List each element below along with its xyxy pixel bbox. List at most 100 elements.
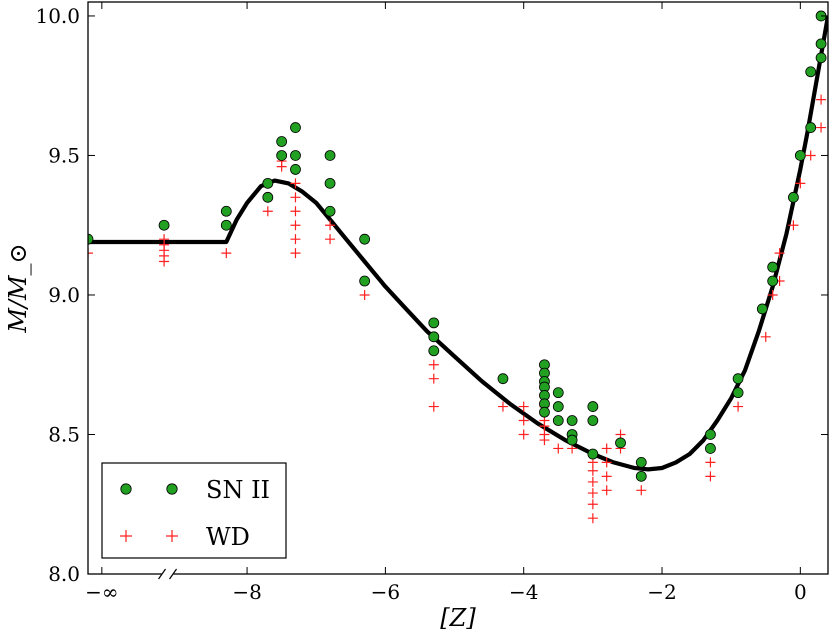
plot-content bbox=[88, 10, 828, 524]
snii-point bbox=[552, 415, 564, 426]
wd-point bbox=[705, 457, 716, 468]
snii-point bbox=[497, 373, 509, 385]
wd-point bbox=[816, 94, 827, 105]
wd-point bbox=[601, 443, 612, 454]
wd-point bbox=[428, 359, 439, 370]
wd-point bbox=[587, 465, 598, 476]
wd-point bbox=[587, 513, 598, 524]
snii-point bbox=[732, 373, 744, 385]
snii-point bbox=[635, 470, 647, 482]
snii-point bbox=[767, 275, 779, 287]
snii-point bbox=[262, 191, 274, 203]
axis-break-slash bbox=[158, 568, 167, 580]
axis-break-slash bbox=[169, 568, 178, 580]
wd-point bbox=[262, 206, 273, 217]
snii-point bbox=[359, 275, 371, 287]
snii-point bbox=[788, 191, 799, 203]
wd-point bbox=[325, 234, 336, 245]
snii-point bbox=[705, 429, 716, 440]
wd-point bbox=[816, 122, 827, 133]
wd-point bbox=[290, 178, 301, 189]
x-tick-label: 0 bbox=[794, 580, 807, 604]
snii-point bbox=[794, 150, 806, 161]
y-tick-label: 9.5 bbox=[48, 143, 80, 167]
legend-marker-wd-left bbox=[120, 530, 132, 542]
wd-point bbox=[601, 471, 612, 482]
snii-point bbox=[767, 261, 779, 273]
snii-point bbox=[566, 415, 578, 426]
axis-break-marker bbox=[158, 568, 178, 580]
snii-point bbox=[88, 233, 94, 245]
y-tick-label: 9.0 bbox=[48, 283, 80, 307]
snii-point bbox=[262, 177, 274, 189]
snii-point bbox=[276, 136, 288, 147]
snii-point bbox=[587, 415, 599, 426]
x-tick-label: −2 bbox=[647, 580, 676, 604]
snii-point bbox=[615, 437, 626, 449]
snii-point bbox=[220, 219, 232, 231]
snii-point bbox=[566, 434, 578, 446]
legend-label-wd: WD bbox=[206, 523, 250, 551]
snii-point bbox=[158, 219, 170, 231]
wd-point bbox=[805, 150, 816, 161]
snii-point bbox=[552, 401, 564, 412]
wd-point bbox=[774, 248, 785, 259]
wd-point bbox=[359, 289, 370, 300]
snii-point bbox=[290, 164, 301, 175]
legend-marker-snii-left bbox=[120, 483, 132, 495]
wd-point bbox=[539, 421, 550, 432]
snii-point bbox=[705, 443, 716, 454]
wd-point bbox=[767, 289, 778, 300]
wd-point bbox=[760, 331, 771, 342]
snii-point bbox=[587, 448, 599, 460]
wd-point bbox=[795, 178, 806, 189]
snii-point bbox=[428, 345, 440, 357]
snii-point bbox=[290, 122, 301, 133]
wd-point bbox=[159, 256, 170, 267]
x-tick-label: −8 bbox=[232, 580, 261, 604]
snii-point bbox=[815, 52, 827, 64]
wd-point bbox=[733, 401, 744, 412]
snii-point bbox=[324, 205, 336, 217]
wd-point bbox=[587, 499, 598, 510]
snii-point bbox=[428, 331, 440, 343]
wd-point bbox=[601, 485, 612, 496]
wd-point bbox=[518, 415, 529, 426]
snii-point bbox=[805, 66, 817, 78]
x-axis-title: [Z] bbox=[440, 604, 476, 632]
legend-marker-snii-right bbox=[166, 483, 178, 495]
snii-point bbox=[290, 150, 301, 161]
wd-point bbox=[553, 443, 564, 454]
wd-point bbox=[636, 485, 647, 496]
wd-point bbox=[325, 220, 336, 231]
wd-point bbox=[276, 161, 287, 172]
wd-point bbox=[290, 234, 301, 245]
snii-point bbox=[756, 303, 768, 315]
wd-point bbox=[518, 429, 529, 440]
wd-point bbox=[705, 471, 716, 482]
y-tick-label: 8.5 bbox=[48, 422, 80, 446]
wd-point bbox=[290, 192, 301, 203]
wd-point bbox=[788, 220, 799, 231]
wd-point bbox=[601, 457, 612, 468]
snii-point bbox=[324, 150, 336, 161]
snii-point bbox=[805, 122, 817, 133]
snii-point bbox=[276, 150, 288, 161]
snii-point bbox=[552, 387, 564, 399]
snii-point bbox=[324, 177, 336, 189]
snii-point bbox=[359, 233, 371, 245]
legend: SN II WD bbox=[101, 462, 287, 559]
wd-point bbox=[221, 248, 232, 259]
snii-point bbox=[815, 38, 827, 50]
wd-point bbox=[539, 435, 550, 446]
axis-break-gap bbox=[161, 571, 174, 577]
wd-point bbox=[428, 401, 439, 412]
plot-frame bbox=[87, 1, 829, 575]
wd-point bbox=[518, 401, 529, 412]
x-tick-label: −6 bbox=[371, 580, 400, 604]
snii-point bbox=[732, 387, 744, 399]
legend-label-snii: SN II bbox=[206, 476, 270, 504]
snii-point bbox=[220, 205, 232, 217]
wd-point bbox=[587, 488, 598, 499]
